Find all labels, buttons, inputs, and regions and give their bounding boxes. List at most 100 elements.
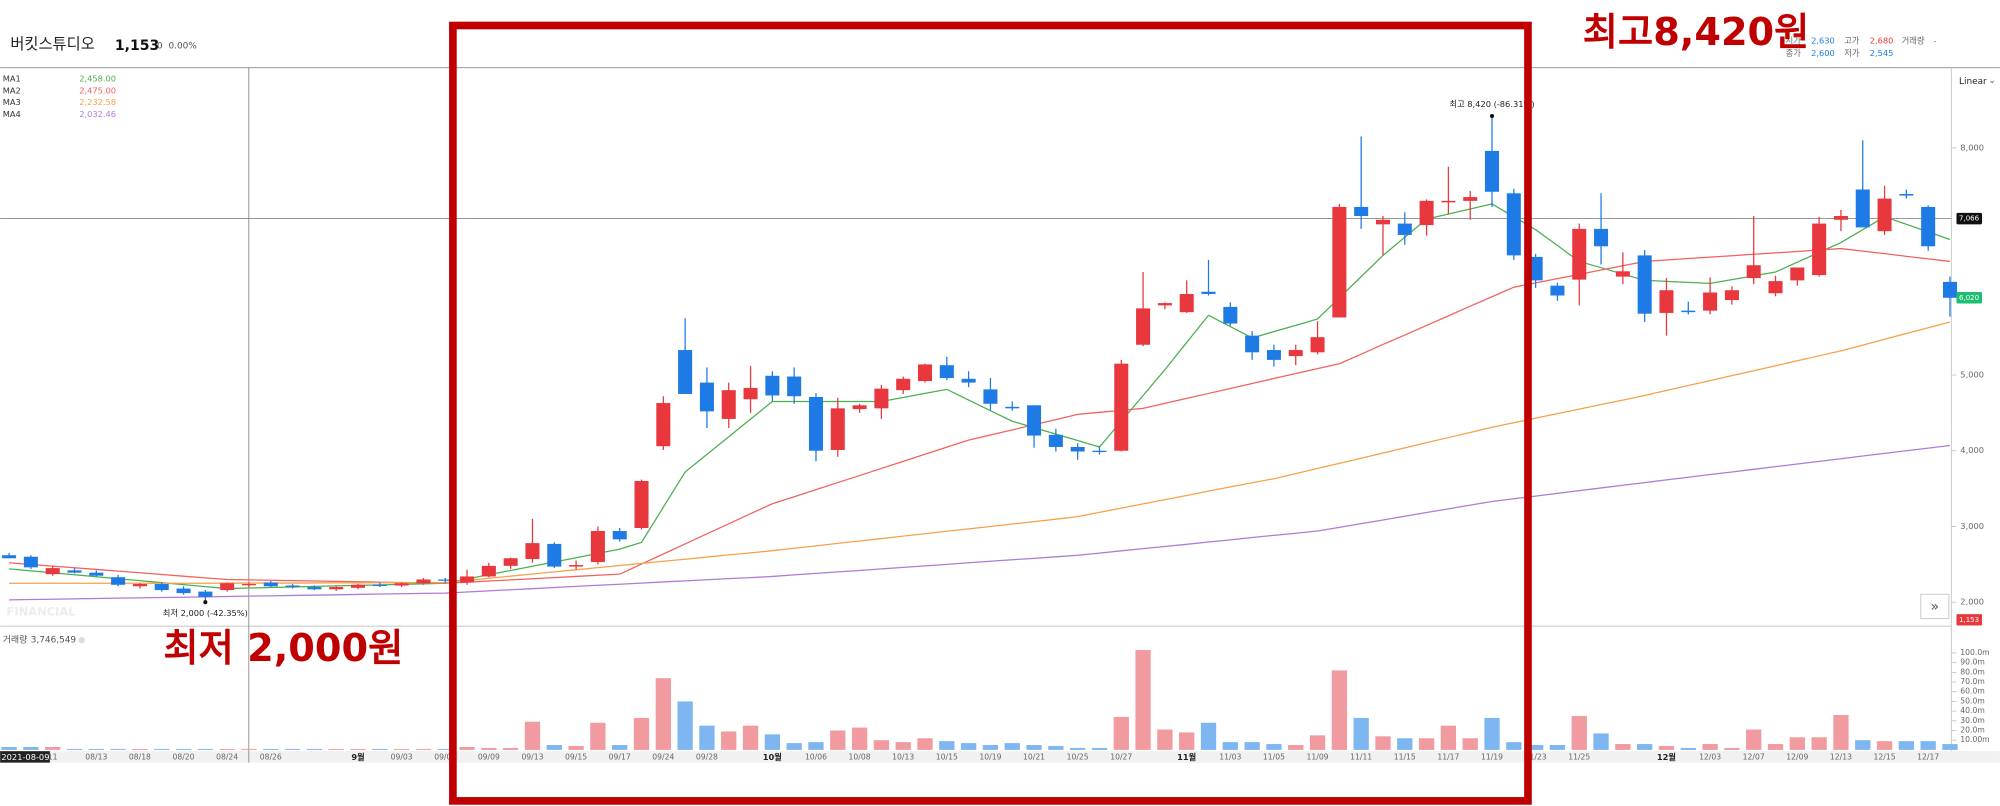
volume-bar xyxy=(1179,732,1195,750)
volume-bar xyxy=(982,745,999,750)
candle-body xyxy=(1550,285,1565,296)
volume-bar xyxy=(1811,737,1827,750)
volume-tick-label: 50.0m xyxy=(1960,696,1984,705)
candle-body xyxy=(547,543,562,567)
candle-body xyxy=(1201,291,1216,295)
callout-low: 최저 2,000원 xyxy=(163,626,403,671)
volume-bar xyxy=(459,746,475,750)
x-tick-label: 12/15 xyxy=(1874,753,1896,762)
legend-value: 2,458.00 xyxy=(79,74,116,84)
x-tick-label: 11/25 xyxy=(1568,753,1590,762)
candle-body xyxy=(961,378,976,383)
x-tick-label: 12/13 xyxy=(1830,753,1852,762)
quote-label: 시가 xyxy=(1786,35,1802,45)
volume-bar xyxy=(132,748,148,750)
candle-body xyxy=(1179,294,1194,313)
volume-settings-icon[interactable] xyxy=(78,637,85,644)
volume-bar xyxy=(1789,737,1805,750)
volume-bar xyxy=(612,745,628,750)
last-price-tag-label: 1,153 xyxy=(1959,615,1979,624)
scroll-button[interactable] xyxy=(1920,593,1950,620)
volume-bar xyxy=(1462,738,1478,750)
x-tick-label: 11월 xyxy=(1177,752,1196,762)
y-tick-label: 2,000 xyxy=(1960,597,1984,607)
candle-body xyxy=(678,350,693,394)
volume-tick-label: 40.0m xyxy=(1960,706,1984,715)
candle-body xyxy=(765,375,780,396)
volume-bar xyxy=(241,748,257,750)
quote-label: 저가 xyxy=(1844,48,1860,58)
volume-bar xyxy=(1724,747,1740,750)
volume-bar xyxy=(1702,744,1718,750)
price-tag xyxy=(1956,292,1982,304)
x-tick-label: 12월 xyxy=(1657,752,1676,762)
volume-bar xyxy=(437,748,453,750)
x-tick-label: 09/03 xyxy=(391,753,413,762)
volume-bar xyxy=(1549,745,1566,750)
volume-bar xyxy=(1418,738,1435,750)
volume-bar xyxy=(1637,744,1653,750)
volume-bar xyxy=(1855,740,1871,750)
candle-body xyxy=(634,481,649,528)
volume-bar xyxy=(1593,733,1609,750)
volume-bar xyxy=(1,746,17,750)
x-tick-label: 11 xyxy=(48,753,58,762)
volume-tick-label: 80.0m xyxy=(1960,667,1984,676)
candle-body xyxy=(721,390,736,419)
volume-bar xyxy=(1833,714,1849,750)
volume-bar xyxy=(1048,746,1064,750)
candle-body xyxy=(1659,290,1674,313)
candle-body xyxy=(460,576,475,583)
x-tick-label: 12/17 xyxy=(1917,753,1939,762)
scale-mode[interactable]: Linear xyxy=(1959,77,1987,87)
price-change: 0 xyxy=(157,41,163,51)
candle-body xyxy=(1594,228,1609,247)
volume-bar xyxy=(524,721,541,750)
candle-body xyxy=(1833,216,1848,220)
candle-body xyxy=(220,583,235,591)
volume-bar xyxy=(1004,743,1020,750)
x-tick-label: 10/19 xyxy=(979,753,1001,762)
volume-bar xyxy=(66,748,83,750)
volume-bar xyxy=(1876,741,1893,750)
volume-bar xyxy=(1506,742,1522,750)
x-tick-label: 10/27 xyxy=(1110,753,1132,762)
candle-body xyxy=(23,556,38,568)
quote-value: 2,545 xyxy=(1870,48,1894,58)
volume-bar xyxy=(1135,650,1151,750)
volume-bar xyxy=(1920,741,1936,750)
volume-bar xyxy=(503,747,519,750)
volume-bar xyxy=(1200,722,1217,750)
legend-value: 2,475.00 xyxy=(79,85,116,95)
volume-bar xyxy=(328,748,344,750)
x-tick-label: 10/25 xyxy=(1067,753,1089,762)
candle-body xyxy=(590,531,605,563)
candle-body xyxy=(285,585,300,588)
x-axis-strip xyxy=(0,751,2000,763)
volume-bar xyxy=(1309,735,1326,750)
scroll-icon[interactable]: » xyxy=(1931,599,1940,615)
volume-bar xyxy=(306,748,323,750)
current-price: 1,153 xyxy=(115,38,159,54)
x-tick-label: 08/26 xyxy=(260,753,282,762)
plot-area: 2,000 3,000 4,000 5,000 8,000 10.00m20.0m30.0… xyxy=(0,74,1990,763)
volume-bar xyxy=(1157,729,1173,750)
quote-value: 2,680 xyxy=(1870,35,1894,45)
volume-bar xyxy=(1658,746,1675,750)
candle-body xyxy=(917,364,933,382)
quote-label: 고가 xyxy=(1844,35,1860,45)
candle-body xyxy=(1942,281,1957,298)
x-tick-label: 11/17 xyxy=(1437,753,1459,762)
volume-bar xyxy=(1767,744,1784,750)
candle-body xyxy=(830,408,845,450)
candle-body xyxy=(438,579,453,581)
x-tick-label: 09/28 xyxy=(696,753,718,762)
volume-bar xyxy=(154,748,170,750)
x-tick-label: 09/24 xyxy=(652,753,674,762)
x-tick-label: 09/07 xyxy=(434,753,456,762)
scale-dropdown[interactable]: ⌄ xyxy=(1988,76,1995,86)
highlight-box xyxy=(449,21,1532,805)
x-tick-label: 11/05 xyxy=(1263,753,1285,762)
candle-body xyxy=(111,577,126,585)
